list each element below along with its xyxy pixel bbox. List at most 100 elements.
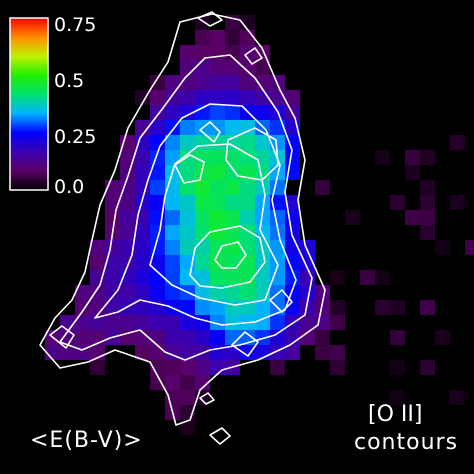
map-pixel — [180, 90, 195, 105]
map-pixel — [105, 210, 120, 225]
map-pixel — [165, 285, 180, 300]
map-pixel — [270, 270, 285, 285]
map-pixel — [390, 300, 405, 315]
map-pixel — [270, 225, 285, 240]
map-pixel — [180, 330, 195, 345]
map-pixel — [135, 345, 150, 360]
map-pixel — [420, 195, 435, 210]
map-pixel — [180, 270, 195, 285]
map-pixel — [180, 210, 195, 225]
contour-line — [244, 47, 263, 65]
map-pixel — [180, 135, 195, 150]
map-pixel — [285, 300, 300, 315]
map-pixel — [165, 360, 180, 375]
map-pixel — [255, 330, 270, 345]
map-pixel — [225, 195, 240, 210]
quantity-label: <E(B-V)> — [30, 428, 143, 453]
map-pixel — [105, 195, 120, 210]
map-pixel — [150, 90, 165, 105]
map-pixel — [225, 270, 240, 285]
contour-line — [59, 54, 313, 361]
map-pixel — [300, 300, 315, 315]
map-pixel — [180, 225, 195, 240]
map-pixel — [225, 45, 240, 60]
map-pixel — [180, 240, 195, 255]
map-pixel — [120, 315, 135, 330]
map-pixel — [225, 30, 240, 45]
map-pixel — [210, 195, 225, 210]
map-pixel — [255, 135, 270, 150]
map-pixel — [330, 270, 345, 285]
map-pixel — [165, 105, 180, 120]
map-pixel — [165, 210, 180, 225]
map-pixel — [225, 300, 240, 315]
map-pixel — [465, 240, 474, 255]
map-pixel — [195, 150, 210, 165]
map-pixel — [150, 75, 165, 90]
map-pixel — [120, 210, 135, 225]
map-pixel — [105, 270, 120, 285]
map-pixel — [195, 195, 210, 210]
map-pixel — [150, 330, 165, 345]
map-pixel — [165, 390, 180, 405]
map-pixel — [315, 285, 330, 300]
map-pixel — [255, 180, 270, 195]
contour-line — [39, 13, 326, 426]
map-pixel — [165, 135, 180, 150]
map-pixel — [150, 180, 165, 195]
map-pixel — [165, 375, 180, 390]
colorbar-tick-label: 0.75 — [54, 14, 97, 36]
map-pixel — [225, 90, 240, 105]
map-pixel — [75, 330, 90, 345]
map-pixel — [390, 360, 405, 375]
map-pixel — [225, 285, 240, 300]
contour-line — [49, 325, 75, 349]
contour-line — [94, 103, 297, 326]
map-pixel — [255, 225, 270, 240]
map-pixel — [210, 330, 225, 345]
map-pixel — [90, 255, 105, 270]
map-pixel — [105, 240, 120, 255]
map-pixel — [165, 315, 180, 330]
map-pixel — [210, 30, 225, 45]
map-pixel — [210, 165, 225, 180]
map-pixel — [165, 270, 180, 285]
contour-label: contours — [354, 430, 459, 455]
map-pixel — [135, 270, 150, 285]
contour-line — [231, 331, 259, 357]
oii-contours — [39, 11, 326, 445]
map-pixel — [150, 285, 165, 300]
map-pixel — [345, 210, 360, 225]
map-pixel — [210, 210, 225, 225]
map-pixel — [195, 375, 210, 390]
map-pixel — [180, 120, 195, 135]
map-pixel — [285, 195, 300, 210]
map-pixel — [240, 15, 255, 30]
contour-line — [225, 127, 279, 181]
map-pixel — [240, 210, 255, 225]
map-pixel — [150, 120, 165, 135]
map-pixel — [240, 120, 255, 135]
map-pixel — [120, 135, 135, 150]
map-pixel — [195, 270, 210, 285]
map-pixel — [105, 255, 120, 270]
map-pixel — [150, 195, 165, 210]
map-pixel — [105, 285, 120, 300]
colorbar-tick-label: 0.0 — [54, 176, 85, 198]
map-pixel — [240, 150, 255, 165]
map-pixel — [120, 225, 135, 240]
map-pixel — [210, 135, 225, 150]
map-pixel — [285, 225, 300, 240]
map-pixel — [330, 345, 345, 360]
map-pixel — [195, 285, 210, 300]
map-pixel — [360, 270, 375, 285]
map-pixel — [120, 240, 135, 255]
map-pixel — [420, 180, 435, 195]
map-pixel — [225, 120, 240, 135]
map-pixel — [165, 255, 180, 270]
map-pixel — [450, 195, 465, 210]
map-pixel — [195, 60, 210, 75]
map-pixel — [240, 345, 255, 360]
contour-line — [199, 121, 221, 143]
